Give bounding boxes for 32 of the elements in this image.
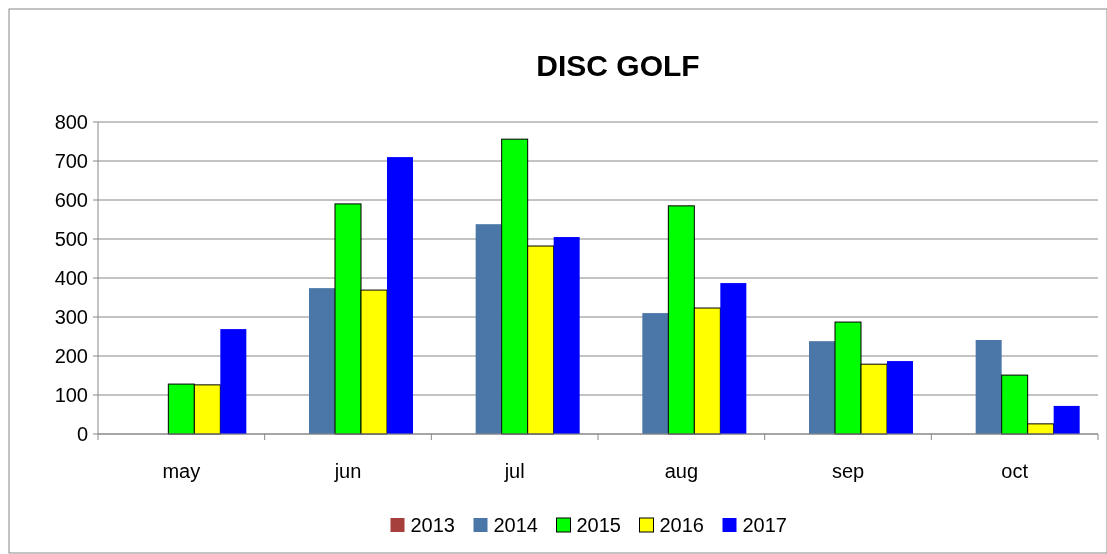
bar: [553, 237, 580, 434]
y-tick-label: 300: [54, 306, 88, 328]
x-tick-label: oct: [1001, 460, 1029, 482]
bar: [309, 288, 335, 434]
bar: [387, 157, 413, 434]
bar: [720, 283, 747, 434]
x-tick-label: aug: [664, 460, 699, 482]
x-tick-label: jul: [503, 460, 525, 482]
y-tick-label: 200: [54, 345, 88, 367]
x-tick-label: jun: [333, 460, 362, 482]
chart-title: DISC GOLF: [536, 49, 700, 82]
y-tick-label: 600: [54, 189, 88, 211]
y-tick-label: 800: [54, 111, 88, 133]
x-tick-label: may: [162, 460, 201, 482]
bar: [975, 340, 1002, 434]
bar: [220, 329, 247, 434]
y-tick-label: 500: [54, 228, 88, 250]
y-tick-label: 100: [54, 384, 88, 406]
bar: [887, 361, 913, 434]
y-tick-label: 400: [54, 267, 88, 289]
legend-label: 2016: [659, 514, 704, 536]
bar: [1053, 405, 1080, 434]
bar: [475, 224, 502, 434]
y-tick-label: 0: [76, 423, 88, 445]
y-tick-label: 700: [54, 150, 88, 172]
x-tick-label: sep: [831, 460, 865, 482]
legend-label: 2015: [576, 514, 621, 536]
legend-label: 2014: [493, 514, 538, 536]
bar: [809, 341, 835, 434]
legend-label: 2013: [410, 514, 455, 536]
bar: [642, 313, 669, 434]
legend-label: 2017: [742, 514, 787, 536]
